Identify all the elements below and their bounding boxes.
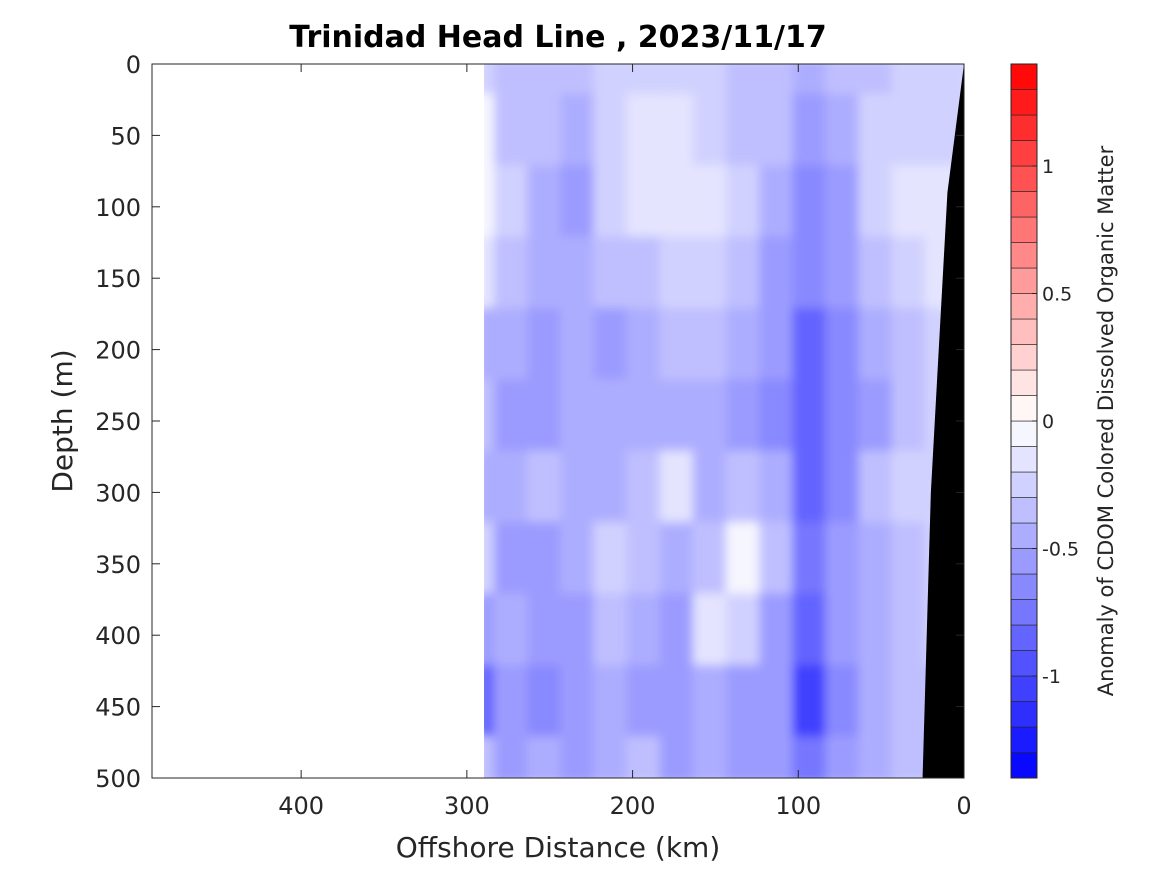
y-tick-label: 450 xyxy=(95,694,141,722)
colorbar-tick-label: 1 xyxy=(1042,156,1054,178)
colorbar-level xyxy=(1010,89,1038,116)
x-axis-label: Offshore Distance (km) xyxy=(396,831,721,864)
colorbar-level xyxy=(1010,140,1038,167)
colorbar-level xyxy=(1010,216,1038,243)
colorbar-level xyxy=(1010,344,1038,371)
colorbar-label: Anomaly of CDOM Colored Dissolved Organi… xyxy=(1094,145,1118,696)
colorbar-tick-label: 0 xyxy=(1042,411,1054,433)
y-tick-label: 100 xyxy=(95,194,141,222)
x-tick-label: 300 xyxy=(444,792,490,820)
colorbar-level xyxy=(1010,752,1038,779)
colorbar-level xyxy=(1010,599,1038,626)
x-tick-label: 200 xyxy=(610,792,656,820)
x-tick-label: 100 xyxy=(775,792,821,820)
colorbar-level xyxy=(1010,522,1038,549)
colorbar-level xyxy=(1010,191,1038,218)
y-tick-label: 250 xyxy=(95,408,141,436)
colorbar-tick-label: 0.5 xyxy=(1042,284,1072,306)
colorbar-tick-label: -1 xyxy=(1042,666,1061,688)
colorbar-level xyxy=(1010,675,1038,702)
colorbar-level xyxy=(1010,726,1038,753)
y-tick-label: 200 xyxy=(95,337,141,365)
colorbar-tick-label: -0.5 xyxy=(1042,539,1079,561)
y-tick-label: 50 xyxy=(110,122,141,150)
colorbar-level xyxy=(1010,548,1038,575)
colorbar-level xyxy=(1010,497,1038,524)
anomaly-field xyxy=(484,64,964,778)
y-axis: 0 50 100 150 200 250 300 350 400 450 500 xyxy=(95,51,964,793)
chart-title: Trinidad Head Line , 2023/11/17 xyxy=(289,20,826,55)
y-tick-label: 150 xyxy=(95,265,141,293)
colorbar-level xyxy=(1010,446,1038,473)
colorbar-level xyxy=(1010,573,1038,600)
y-tick-label: 300 xyxy=(95,479,141,507)
colorbar-level xyxy=(1010,395,1038,422)
colorbar-level xyxy=(1010,624,1038,651)
x-tick-label: 0 xyxy=(956,792,971,820)
colorbar-level xyxy=(1010,267,1038,294)
colorbar: 1 0.5 0 -0.5 -1 xyxy=(1010,63,1079,779)
colorbar-level xyxy=(1010,114,1038,141)
colorbar-level xyxy=(1010,293,1038,320)
y-tick-label: 0 xyxy=(126,51,141,79)
y-tick-label: 500 xyxy=(95,765,141,793)
colorbar-level xyxy=(1010,650,1038,677)
colorbar-level xyxy=(1010,63,1038,90)
colorbar-level xyxy=(1010,242,1038,269)
bathymetry-seafloor xyxy=(922,64,964,778)
y-tick-label: 350 xyxy=(95,551,141,579)
colorbar-level xyxy=(1010,369,1038,396)
colorbar-level xyxy=(1010,318,1038,345)
x-axis: 400 300 200 100 0 xyxy=(278,64,972,820)
colorbar-level xyxy=(1010,701,1038,728)
y-tick-label: 400 xyxy=(95,622,141,650)
y-axis-label: Depth (m) xyxy=(46,349,79,492)
colorbar-level xyxy=(1010,420,1038,447)
colorbar-level xyxy=(1010,471,1038,498)
colorbar-level xyxy=(1010,165,1038,192)
x-tick-label: 400 xyxy=(278,792,324,820)
